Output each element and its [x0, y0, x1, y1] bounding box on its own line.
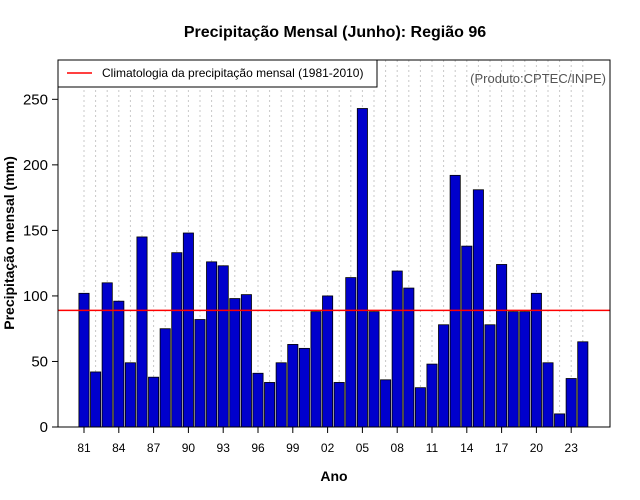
source-credit: (Produto:CPTEC/INPE) — [470, 71, 606, 86]
bar-2022 — [554, 413, 566, 428]
y-axis-title: Precipitação mensal (mm) — [1, 156, 17, 330]
bar-2015 — [472, 189, 484, 428]
x-tick-label: 90 — [182, 441, 196, 455]
bar-2011 — [426, 363, 438, 428]
bar-2023 — [565, 378, 577, 428]
bar-1982 — [90, 371, 102, 428]
bar-2005 — [356, 108, 368, 428]
bar-1999 — [287, 344, 299, 428]
x-tick-label: 08 — [391, 441, 405, 455]
legend-box — [57, 59, 378, 88]
x-tick-label: 02 — [321, 441, 335, 455]
legend: Climatologia da precipitação mensal (198… — [57, 59, 378, 88]
bar-2007 — [380, 379, 392, 428]
x-axis-title: Ano — [320, 468, 347, 484]
chart-title: Precipitação Mensal (Junho): Região 96 — [184, 24, 486, 41]
x-tick-label: 11 — [426, 441, 439, 455]
bar-2024 — [577, 341, 589, 428]
x-tick-label: 81 — [77, 441, 91, 455]
x-tick-label: 99 — [286, 441, 300, 455]
y-tick-label: 0 — [40, 419, 48, 436]
bar-1986 — [136, 236, 148, 428]
bar-1990 — [182, 232, 194, 428]
bar-2002 — [322, 295, 334, 428]
bar-2016 — [484, 324, 496, 428]
bar-2018 — [507, 311, 519, 428]
bar-2019 — [519, 311, 531, 428]
bar-1992 — [206, 261, 218, 428]
bar-1993 — [217, 265, 229, 428]
bar-1996 — [252, 372, 264, 428]
x-tick-label: 96 — [251, 441, 265, 455]
x-axis: 81 84 87 90 93 96 99 02 05 08 11 14 17 20 23 — [77, 427, 578, 455]
x-tick-label: 84 — [112, 441, 126, 455]
bar-2012 — [438, 324, 450, 428]
x-tick-label: 87 — [147, 441, 161, 455]
bar-2021 — [542, 362, 554, 428]
x-tick-label: 93 — [217, 441, 231, 455]
y-tick-label: 200 — [23, 157, 48, 174]
bar-2009 — [403, 287, 415, 428]
bar-1987 — [148, 376, 160, 428]
bar-1995 — [240, 294, 252, 428]
x-tick-label: 17 — [495, 441, 509, 455]
bar-1981 — [78, 292, 90, 428]
bar-2017 — [496, 264, 508, 428]
bar-2013 — [449, 174, 461, 428]
bar-1989 — [171, 252, 183, 428]
bar-2003 — [333, 382, 345, 428]
y-tick-label: 150 — [23, 222, 48, 239]
x-tick-label: 23 — [565, 441, 579, 455]
bar-1997 — [264, 382, 276, 428]
bar-2001 — [310, 311, 322, 428]
x-tick-label: 05 — [356, 441, 370, 455]
bar-1984 — [113, 300, 125, 428]
bar-1983 — [101, 282, 113, 428]
x-tick-label: 14 — [460, 441, 474, 455]
bar-1985 — [124, 362, 136, 428]
bar-2006 — [368, 311, 380, 428]
legend-label: Climatologia da precipitação mensal (198… — [102, 66, 363, 80]
bar-2010 — [414, 387, 426, 428]
bar-2000 — [298, 347, 310, 428]
x-tick-label: 20 — [530, 441, 544, 455]
bar-2004 — [345, 277, 357, 428]
y-tick-label: 50 — [31, 353, 48, 370]
bar-1998 — [275, 362, 287, 428]
bar-2020 — [530, 292, 542, 428]
bar-1994 — [229, 298, 241, 428]
y-axis: 0 50 100 150 200 250 — [23, 91, 58, 436]
y-tick-label: 250 — [23, 91, 48, 108]
bar-1988 — [159, 328, 171, 428]
bar-1991 — [194, 319, 206, 428]
bars — [78, 108, 589, 428]
bar-2008 — [391, 270, 403, 428]
bar-2014 — [461, 245, 473, 428]
y-tick-label: 100 — [23, 288, 48, 305]
